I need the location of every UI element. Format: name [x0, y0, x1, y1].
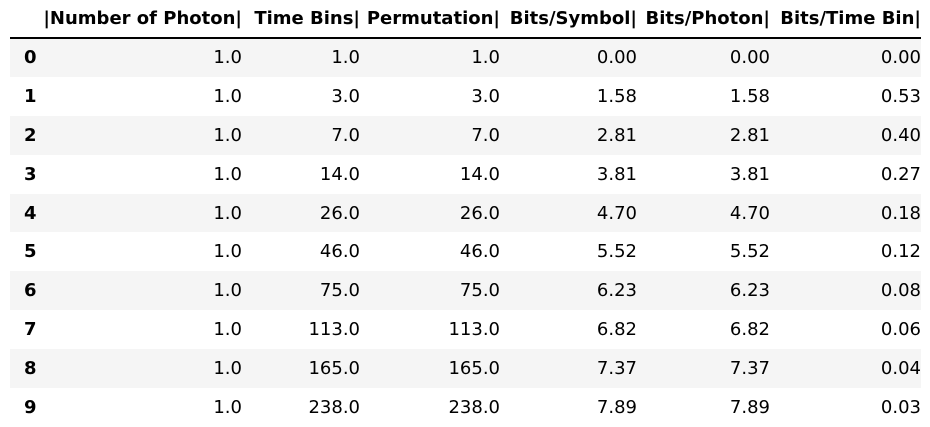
column-header-bits-per-photon: Bits/Photon| — [637, 0, 770, 39]
row-index: 0 — [24, 47, 37, 69]
cell-bits-per-photon: 0.00 — [729, 47, 770, 69]
cell-time-bins: 238.0 — [308, 396, 360, 418]
row-index: 3 — [24, 163, 37, 185]
cell-bits-per-time-bin: 0.12 — [880, 241, 921, 263]
cell-bits-per-time-bin: 0.00 — [880, 47, 921, 69]
row-index: 7 — [24, 319, 37, 341]
cell-bits-per-photon: 3.81 — [729, 163, 770, 185]
cell-bits-per-symbol: 3.81 — [596, 163, 637, 185]
cell-bits-per-symbol: 5.52 — [596, 241, 637, 263]
cell-bits-per-time-bin: 0.27 — [880, 163, 921, 185]
table-row: 2 1.0 7.0 7.0 2.81 2.81 0.40 — [10, 115, 921, 155]
cell-time-bins: 14.0 — [319, 163, 360, 185]
cell-permutation: 1.0 — [471, 47, 500, 69]
cell-bits-per-photon: 2.81 — [729, 124, 770, 146]
table-row: 1 1.0 3.0 3.0 1.58 1.58 0.53 — [10, 76, 921, 116]
cell-permutation: 14.0 — [459, 163, 500, 185]
cell-bits-per-symbol: 6.82 — [596, 319, 637, 341]
cell-bits-per-symbol: 7.37 — [596, 358, 637, 380]
column-header-permutation: Permutation| — [360, 0, 500, 39]
table-row: 7 1.0 113.0 113.0 6.82 6.82 0.06 — [10, 310, 921, 350]
cell-permutation: 7.0 — [471, 124, 500, 146]
cell-bits-per-time-bin: 0.18 — [880, 202, 921, 224]
cell-bits-per-photon: 6.23 — [729, 280, 770, 302]
cell-time-bins: 7.0 — [331, 124, 360, 146]
cell-bits-per-photon: 7.89 — [729, 396, 770, 418]
row-index: 6 — [24, 280, 37, 302]
header-row: |Number of Photon| Time Bins| Permutatio… — [10, 0, 921, 39]
cell-number-of-photon: 1.0 — [213, 47, 242, 69]
cell-bits-per-photon: 6.82 — [729, 319, 770, 341]
row-index: 5 — [24, 241, 37, 263]
table-header: |Number of Photon| Time Bins| Permutatio… — [10, 0, 921, 39]
column-header-number-of-photon: |Number of Photon| — [30, 0, 242, 39]
cell-bits-per-symbol: 0.00 — [596, 47, 637, 69]
table-row: 3 1.0 14.0 14.0 3.81 3.81 0.27 — [10, 154, 921, 194]
cell-bits-per-symbol: 6.23 — [596, 280, 637, 302]
cell-time-bins: 113.0 — [308, 319, 360, 341]
cell-time-bins: 3.0 — [331, 85, 360, 107]
cell-permutation: 238.0 — [448, 396, 500, 418]
cell-number-of-photon: 1.0 — [213, 358, 242, 380]
cell-bits-per-time-bin: 0.08 — [880, 280, 921, 302]
cell-bits-per-symbol: 1.58 — [596, 85, 637, 107]
cell-permutation: 26.0 — [459, 202, 500, 224]
cell-time-bins: 1.0 — [331, 47, 360, 69]
cell-number-of-photon: 1.0 — [213, 396, 242, 418]
cell-bits-per-time-bin: 0.06 — [880, 319, 921, 341]
column-header-bits-per-symbol: Bits/Symbol| — [500, 0, 637, 39]
table-row: 9 1.0 238.0 238.0 7.89 7.89 0.03 — [10, 388, 921, 427]
index-header — [10, 0, 30, 39]
row-index: 9 — [24, 396, 37, 418]
cell-number-of-photon: 1.0 — [213, 163, 242, 185]
cell-bits-per-photon: 5.52 — [729, 241, 770, 263]
cell-bits-per-time-bin: 0.53 — [880, 85, 921, 107]
cell-permutation: 75.0 — [459, 280, 500, 302]
cell-bits-per-photon: 4.70 — [729, 202, 770, 224]
table-row: 5 1.0 46.0 46.0 5.52 5.52 0.12 — [10, 232, 921, 272]
cell-number-of-photon: 1.0 — [213, 319, 242, 341]
cell-permutation: 46.0 — [459, 241, 500, 263]
cell-bits-per-time-bin: 0.03 — [880, 396, 921, 418]
cell-time-bins: 165.0 — [308, 358, 360, 380]
column-header-time-bins: Time Bins| — [242, 0, 360, 39]
row-index: 8 — [24, 358, 37, 380]
table-body: 0 1.0 1.0 1.0 0.00 0.00 0.00 1 1.0 3.0 3.0 1.58 1.58… — [10, 38, 921, 427]
cell-number-of-photon: 1.0 — [213, 241, 242, 263]
cell-permutation: 3.0 — [471, 85, 500, 107]
data-table: |Number of Photon| Time Bins| Permutatio… — [10, 0, 921, 427]
cell-time-bins: 75.0 — [319, 280, 360, 302]
table-row: 0 1.0 1.0 1.0 0.00 0.00 0.00 — [10, 38, 921, 77]
cell-bits-per-time-bin: 0.40 — [880, 124, 921, 146]
cell-time-bins: 26.0 — [319, 202, 360, 224]
cell-bits-per-symbol: 2.81 — [596, 124, 637, 146]
column-header-bits-per-time-bin: Bits/Time Bin| — [770, 0, 921, 39]
cell-permutation: 165.0 — [448, 358, 500, 380]
cell-time-bins: 46.0 — [319, 241, 360, 263]
table-row: 8 1.0 165.0 165.0 7.37 7.37 0.04 — [10, 349, 921, 389]
row-index: 1 — [24, 85, 37, 107]
cell-bits-per-photon: 7.37 — [729, 358, 770, 380]
cell-bits-per-photon: 1.58 — [729, 85, 770, 107]
cell-bits-per-symbol: 4.70 — [596, 202, 637, 224]
cell-permutation: 113.0 — [448, 319, 500, 341]
cell-bits-per-time-bin: 0.04 — [880, 358, 921, 380]
row-index: 2 — [24, 124, 37, 146]
cell-number-of-photon: 1.0 — [213, 124, 242, 146]
cell-number-of-photon: 1.0 — [213, 280, 242, 302]
cell-number-of-photon: 1.0 — [213, 85, 242, 107]
cell-bits-per-symbol: 7.89 — [596, 396, 637, 418]
table-row: 4 1.0 26.0 26.0 4.70 4.70 0.18 — [10, 193, 921, 233]
table-row: 6 1.0 75.0 75.0 6.23 6.23 0.08 — [10, 271, 921, 311]
cell-number-of-photon: 1.0 — [213, 202, 242, 224]
row-index: 4 — [24, 202, 37, 224]
